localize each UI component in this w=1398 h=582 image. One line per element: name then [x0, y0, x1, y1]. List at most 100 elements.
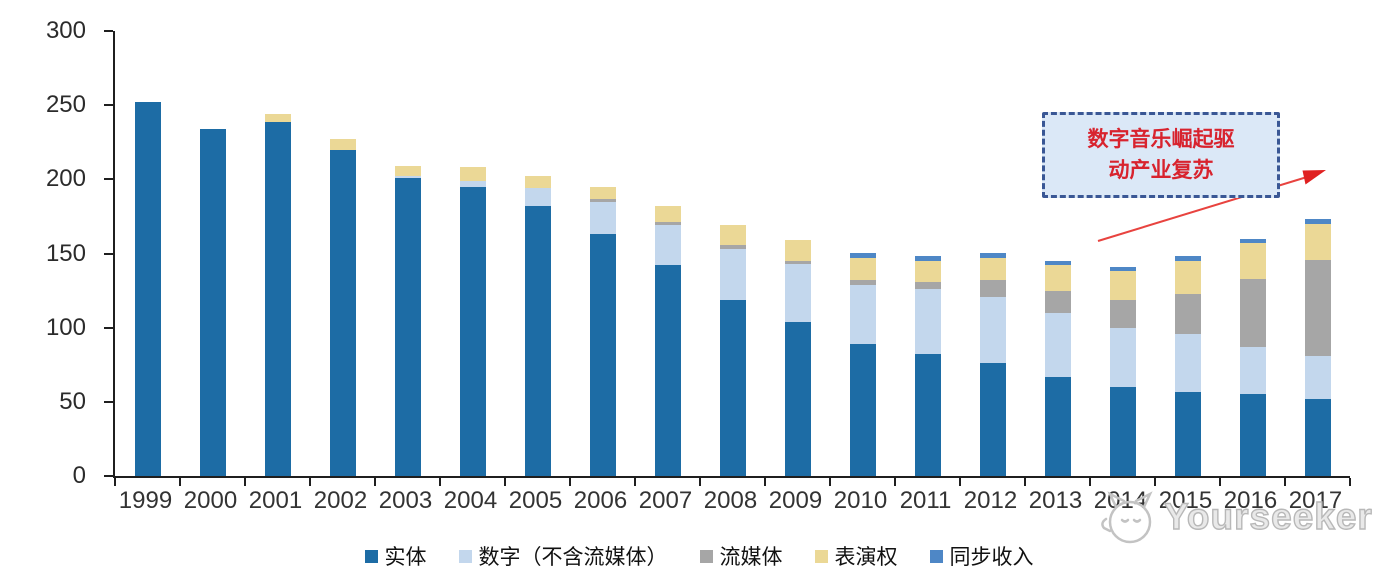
- x-tick: [764, 478, 766, 486]
- x-tick: [1349, 478, 1351, 486]
- bar-segment: [1044, 260, 1071, 266]
- x-tick-label-2010: 2010: [833, 487, 888, 514]
- bar-segment: [849, 257, 876, 281]
- legend-label: 数字（不含流媒体）: [478, 545, 668, 569]
- bar-segment: [1044, 290, 1071, 313]
- bar-segment: [589, 198, 616, 202]
- x-tick: [1089, 478, 1091, 486]
- plot-area: [104, 30, 1351, 486]
- bar-group-2004: [440, 167, 505, 476]
- bar-segment: [1239, 394, 1266, 476]
- bar-segment: [654, 265, 681, 476]
- x-tick-label-2000: 2000: [183, 487, 238, 514]
- bar-segment: [329, 139, 356, 150]
- bar-segment: [979, 280, 1006, 297]
- annotation-text-line1: 数字音乐崛起驱: [1087, 126, 1235, 151]
- bar-segment: [1174, 260, 1201, 294]
- bar-segment: [784, 321, 811, 476]
- bar-group-2017: [1285, 219, 1350, 476]
- y-tick-label: 250: [45, 91, 86, 119]
- bar-segment: [394, 165, 421, 177]
- y-tick-label: 200: [45, 165, 86, 193]
- bar-segment: [654, 206, 681, 223]
- annotation-callout: 数字音乐崛起驱 动产业复苏: [1042, 112, 1280, 198]
- bar-segment: [589, 201, 616, 235]
- x-tick-label-2015: 2015: [1158, 487, 1213, 514]
- x-tick-label-2008: 2008: [703, 487, 758, 514]
- bar-group-1999: [115, 102, 180, 476]
- bar-segment: [1304, 219, 1331, 224]
- bar-group-2014: [1090, 266, 1155, 476]
- legend-swatch-icon: [929, 549, 943, 563]
- bar-segment: [979, 296, 1006, 364]
- y-tick: [104, 326, 113, 329]
- annotation-text-line2: 动产业复苏: [1108, 158, 1214, 182]
- x-tick-label-2016: 2016: [1223, 487, 1278, 514]
- x-tick: [244, 478, 246, 486]
- x-tick-label-1999: 1999: [118, 487, 173, 514]
- bar-group-2016: [1220, 238, 1285, 476]
- legend-label: 表演权: [834, 545, 898, 569]
- bar-group-2008: [700, 225, 765, 476]
- y-tick: [104, 178, 113, 181]
- x-tick: [114, 478, 116, 486]
- x-tick: [439, 478, 441, 486]
- y-tick-label: 0: [72, 462, 86, 489]
- legend-label: 同步收入: [949, 545, 1034, 569]
- bar-group-2009: [765, 240, 830, 476]
- y-tick-label: 300: [45, 17, 86, 44]
- x-tick-label-2013: 2013: [1028, 487, 1083, 514]
- bar-group-2013: [1025, 260, 1090, 476]
- legend-item: 数字（不含流媒体）: [458, 541, 668, 571]
- x-tick-label-2009: 2009: [768, 487, 823, 514]
- x-tick: [1284, 478, 1286, 486]
- bar-group-2010: [830, 253, 895, 476]
- watermark-text: Yourseeker: [1163, 495, 1373, 537]
- legend-item: 流媒体: [699, 541, 783, 571]
- bar-segment: [394, 177, 421, 476]
- bar-group-2002: [310, 139, 375, 476]
- x-tick: [374, 478, 376, 486]
- bar-segment: [1044, 312, 1071, 377]
- bar-segment: [1239, 346, 1266, 395]
- x-tick: [309, 478, 311, 486]
- bar-segment: [914, 354, 941, 476]
- legend-swatch-icon: [699, 549, 713, 563]
- bar-segment: [914, 281, 941, 290]
- bar-segment: [329, 149, 356, 476]
- bar-segment: [719, 244, 746, 250]
- x-tick: [699, 478, 701, 486]
- bar-segment: [1239, 243, 1266, 279]
- legend-label: 实体: [384, 545, 427, 569]
- x-tick: [894, 478, 896, 486]
- legend-swatch-icon: [814, 549, 828, 563]
- x-tick: [179, 478, 181, 486]
- x-tick-label-2005: 2005: [508, 487, 563, 514]
- y-tick-label: 150: [45, 239, 86, 267]
- bar-group-2001: [245, 114, 310, 476]
- y-tick: [104, 475, 113, 477]
- bar-segment: [654, 222, 681, 226]
- legend-swatch-icon: [364, 549, 378, 563]
- x-tick: [569, 478, 571, 486]
- bar-segment: [654, 225, 681, 266]
- bar-segment: [1304, 398, 1331, 476]
- bar-segment: [914, 289, 941, 355]
- y-tick-label: 100: [45, 313, 86, 341]
- bar-segment: [394, 176, 421, 178]
- bar-segment: [1174, 333, 1201, 392]
- bar-segment: [1109, 387, 1136, 476]
- bar-segment: [849, 280, 876, 285]
- bar-segment: [199, 128, 226, 476]
- bar-segment: [1304, 223, 1331, 260]
- legend: 实体 数字（不含流媒体） 流媒体 表演权 同步收入: [0, 541, 1398, 571]
- bar-segment: [524, 206, 551, 476]
- x-tick: [1219, 478, 1221, 486]
- bar-segment: [914, 256, 941, 261]
- bar-segment: [1109, 327, 1136, 387]
- x-tick-label-2011: 2011: [899, 487, 952, 514]
- legend-item: 表演权: [814, 541, 898, 571]
- bar-segment: [524, 176, 551, 189]
- x-tick-label-2007: 2007: [638, 487, 693, 514]
- bar-segment: [1239, 278, 1266, 347]
